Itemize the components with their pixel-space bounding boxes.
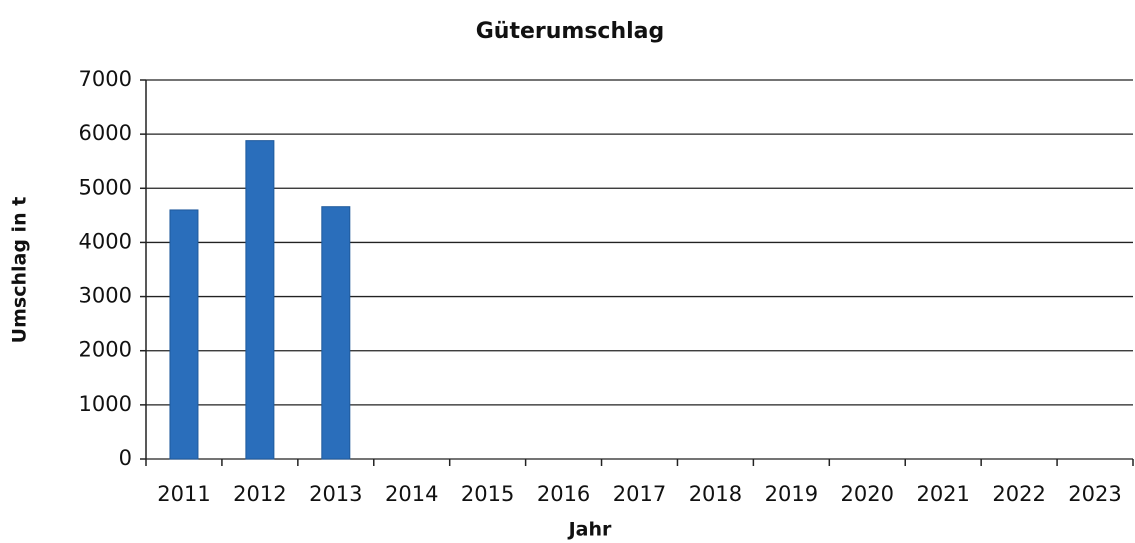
y-tick-label: 6000 [79,121,132,145]
x-tick-label: 2023 [1068,482,1121,506]
x-tick-label: 2018 [689,482,742,506]
x-tick-label: 2013 [309,482,362,506]
y-tick-label: 7000 [79,67,132,91]
x-tick-label: 2016 [537,482,590,506]
y-tick-label: 1000 [79,392,132,416]
y-tick-label: 4000 [79,229,132,253]
y-tick-label: 5000 [79,175,132,199]
chart-title: Güterumschlag [476,19,665,44]
bar [245,140,275,460]
x-tick-label: 2021 [916,482,969,506]
bar [321,206,351,460]
x-axis-label: Jahr [567,519,612,541]
y-tick-label: 3000 [79,284,132,308]
y-tick-label: 0 [119,446,132,470]
x-tick-label: 2011 [157,482,210,506]
x-tick-label: 2019 [765,482,818,506]
x-tick-label: 2017 [613,482,666,506]
x-tick-label: 2015 [461,482,514,506]
x-tick-label: 2014 [385,482,438,506]
bar [169,209,199,460]
y-tick-label: 2000 [79,338,132,362]
x-tick-label: 2022 [992,482,1045,506]
x-tick-label: 2020 [841,482,894,506]
x-tick-label: 2012 [233,482,286,506]
y-axis-label: Umschlag in t [9,197,31,344]
